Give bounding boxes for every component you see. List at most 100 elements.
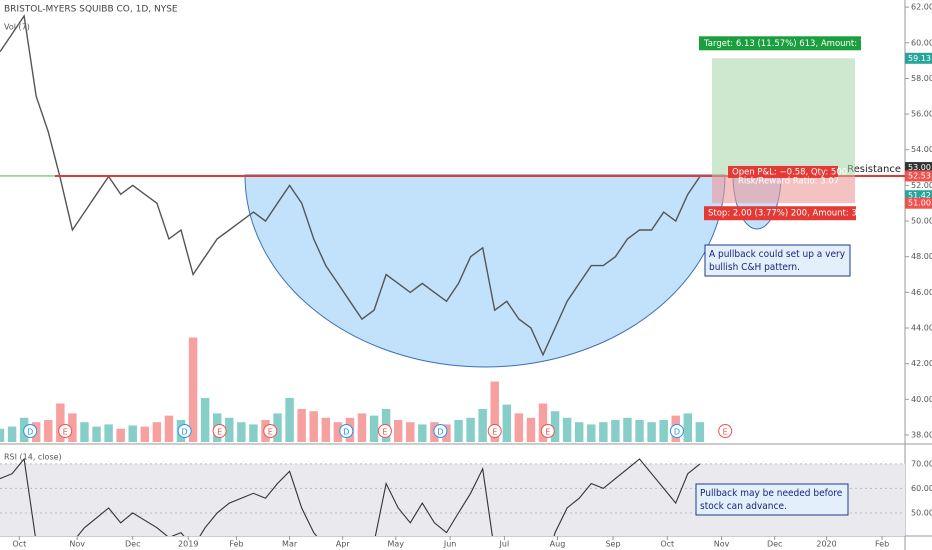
y-tick-label: 40.00 — [911, 395, 932, 404]
event-marker — [263, 424, 278, 438]
event-label: E — [268, 428, 273, 437]
y-tick-label: 62.00 — [911, 3, 932, 12]
event-marker — [718, 424, 733, 438]
y2-tick-label: 70.00 — [911, 459, 932, 468]
volume-bar — [454, 420, 463, 442]
event-label: E — [545, 428, 550, 437]
event-marker — [23, 424, 38, 438]
cup-shape — [244, 174, 726, 368]
rsi-label: RSI (14, close) — [4, 453, 62, 462]
annotation-box — [695, 483, 849, 516]
price-marker-label: 53.00 — [908, 163, 931, 172]
volume-bar — [647, 422, 656, 442]
annotation-text: A pullback could set up a very bullish C&… — [709, 249, 846, 273]
volume-bar — [357, 413, 367, 442]
volume-bar — [369, 415, 379, 442]
price-marker — [905, 190, 932, 202]
x-tick-label: 2020 — [816, 540, 836, 549]
volume-bar — [683, 413, 693, 442]
price-marker-label: 52.53 — [908, 171, 931, 180]
volume-bar — [249, 424, 258, 442]
x-tick-label: Nov — [714, 540, 730, 549]
event-marker — [177, 424, 192, 438]
event-marker — [669, 424, 684, 438]
pnl-tag — [728, 165, 838, 178]
event-marker — [377, 424, 392, 438]
event-marker — [487, 424, 502, 438]
target-zone — [712, 58, 855, 176]
event-label: E — [63, 428, 68, 437]
chart-title: BRISTOL-MYERS SQUIBB CO, 1D, NYSE — [4, 5, 178, 15]
volume-bar — [7, 426, 17, 442]
volume-bar — [285, 398, 294, 442]
price-marker — [905, 52, 932, 64]
volume-bar — [92, 426, 101, 442]
x-tick-label: Dec — [767, 540, 782, 549]
volume-bar — [237, 422, 246, 442]
y-tick-label: 38.00 — [911, 430, 932, 439]
x-tick-label: Feb — [875, 540, 889, 549]
volume-bar — [695, 422, 705, 442]
y-tick-label: 56.00 — [911, 110, 932, 119]
volume-bar — [562, 417, 572, 442]
volume-bar — [297, 409, 306, 442]
ratio-text: Risk/Reward Ratio: 3.07 — [738, 176, 839, 186]
resistance-label: Resistance — [847, 164, 901, 175]
volume-bar — [466, 417, 475, 442]
event-marker — [58, 424, 73, 438]
stop-tag — [704, 206, 856, 221]
volume-bar — [56, 403, 65, 442]
volume-bar — [225, 417, 234, 442]
event-marker — [540, 424, 555, 438]
volume-bar — [526, 417, 536, 442]
volume-bar — [538, 403, 548, 442]
x-tick-label: Aug — [550, 540, 566, 549]
y-tick-label: 44.00 — [911, 324, 932, 333]
event-marker — [433, 424, 448, 438]
y-tick-label: 52.00 — [911, 181, 932, 190]
volume-bar — [152, 422, 162, 442]
event-label: D — [437, 428, 443, 437]
event-marker — [212, 424, 227, 438]
x-tick-label: Oct — [12, 540, 26, 549]
y-tick-label: 60.00 — [911, 38, 932, 47]
volume-bar — [623, 417, 632, 442]
price-marker-label: 51.42 — [908, 191, 931, 200]
pnl-text: Open P&L: −0.58, Qty: 500 — [732, 167, 847, 177]
volume-bar — [393, 420, 403, 442]
volume-bar — [273, 413, 282, 442]
target-text: Target: 6.13 (11.57%) 613, Amount: 7065 — [703, 39, 881, 49]
volume-bar — [116, 428, 125, 442]
target-tag — [699, 36, 861, 51]
x-tick-label: Sep — [605, 540, 620, 549]
volume-bar — [104, 424, 113, 442]
event-label: E — [492, 428, 497, 437]
volume-bar — [333, 422, 343, 442]
y-tick-label: 58.00 — [911, 74, 932, 83]
volume-bar — [44, 420, 53, 442]
x-tick-label: 2019 — [178, 540, 198, 549]
price-marker — [905, 197, 932, 209]
event-label: D — [343, 428, 349, 437]
volume-bar — [406, 422, 415, 442]
rsi-line — [0, 457, 701, 536]
y-tick-label: 54.00 — [911, 145, 932, 154]
volume-bar — [321, 417, 331, 442]
volume-bar — [418, 424, 427, 442]
x-tick-label: Jul — [499, 540, 510, 549]
volume-bar — [659, 420, 668, 442]
volume-bar — [0, 428, 5, 442]
volume-bar — [164, 415, 174, 442]
stop-zone — [712, 175, 855, 204]
annotation-box — [704, 244, 851, 277]
x-tick-label: Oct — [660, 540, 674, 549]
volume-bar — [514, 413, 524, 442]
volume-bar — [502, 404, 512, 442]
price-line — [0, 14, 701, 357]
volume-bar — [611, 420, 620, 442]
volume-bar — [550, 411, 560, 442]
volume-bar — [478, 409, 487, 442]
y-tick-label: 46.00 — [911, 288, 932, 297]
x-tick-label: Mar — [282, 540, 298, 549]
